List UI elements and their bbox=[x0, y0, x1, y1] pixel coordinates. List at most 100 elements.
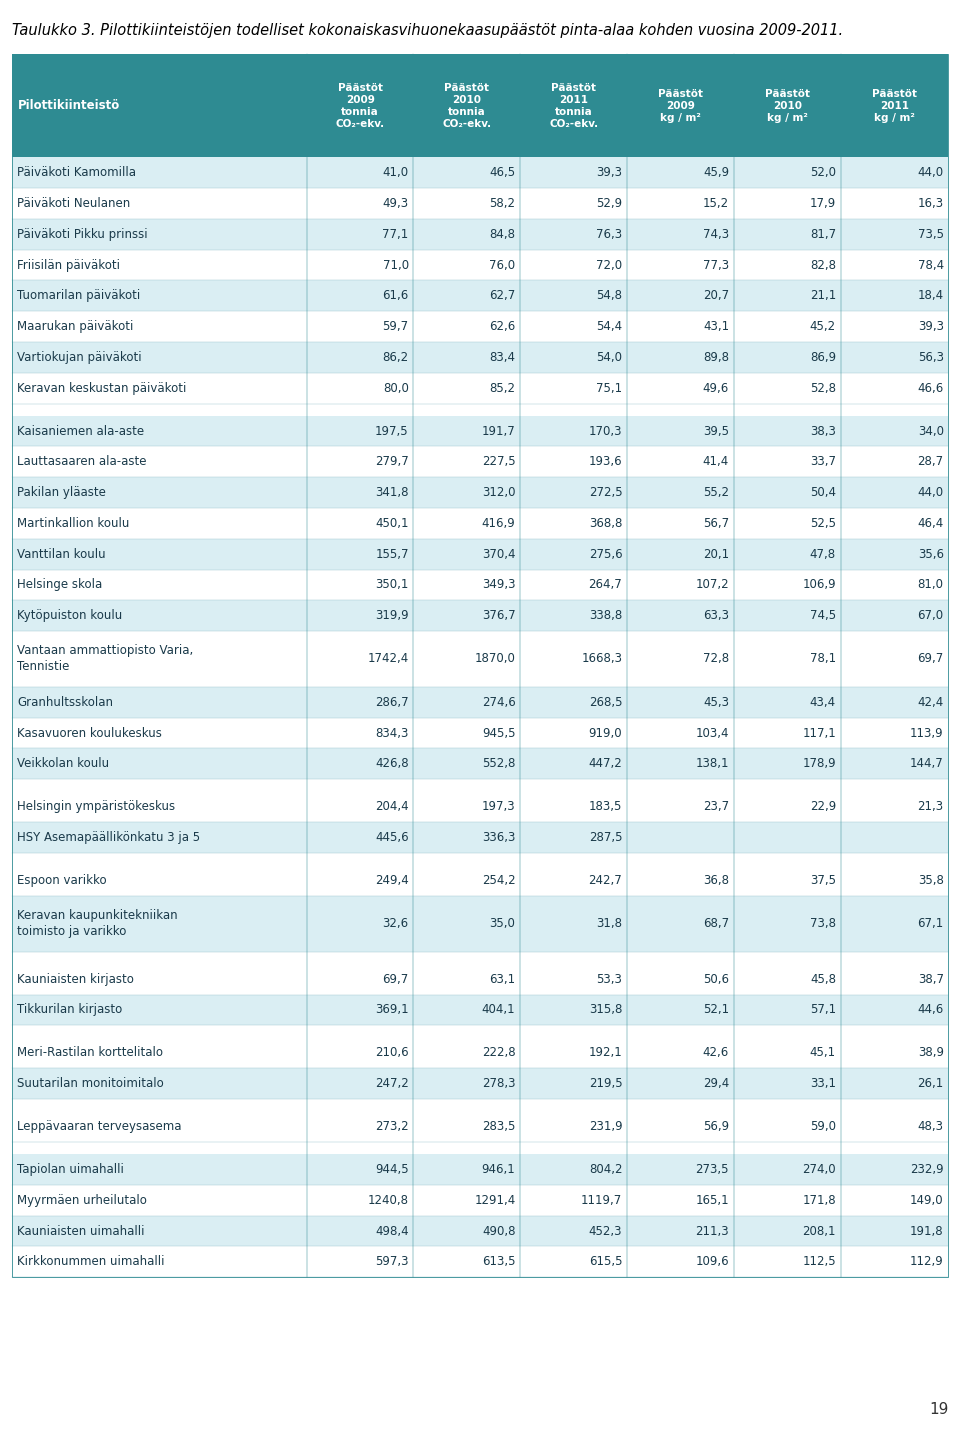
Text: 38,3: 38,3 bbox=[810, 425, 836, 438]
Text: 349,3: 349,3 bbox=[482, 578, 516, 591]
Bar bbox=[12, 1099, 948, 1110]
Text: Helsinge skola: Helsinge skola bbox=[17, 578, 103, 591]
Text: 242,7: 242,7 bbox=[588, 874, 622, 887]
Text: 39,5: 39,5 bbox=[703, 425, 729, 438]
Text: 319,9: 319,9 bbox=[375, 610, 409, 622]
Text: 43,1: 43,1 bbox=[703, 321, 729, 333]
Text: 404,1: 404,1 bbox=[482, 1003, 516, 1016]
Bar bbox=[12, 1110, 948, 1142]
Text: Päästöt
2010
kg / m²: Päästöt 2010 kg / m² bbox=[765, 89, 810, 123]
Text: 82,8: 82,8 bbox=[810, 259, 836, 272]
Text: 56,3: 56,3 bbox=[918, 351, 944, 363]
Text: 447,2: 447,2 bbox=[588, 757, 622, 770]
Bar bbox=[12, 404, 948, 415]
Text: 52,5: 52,5 bbox=[810, 517, 836, 529]
Text: 279,7: 279,7 bbox=[375, 455, 409, 468]
Text: 55,2: 55,2 bbox=[703, 487, 729, 499]
Text: HSY Asemapäällikönkatu 3 ja 5: HSY Asemapäällikönkatu 3 ja 5 bbox=[17, 831, 201, 844]
Text: 44,0: 44,0 bbox=[918, 166, 944, 179]
Text: 944,5: 944,5 bbox=[375, 1163, 409, 1176]
Text: 498,4: 498,4 bbox=[375, 1225, 409, 1238]
Text: 52,0: 52,0 bbox=[810, 166, 836, 179]
Text: 273,2: 273,2 bbox=[375, 1120, 409, 1133]
Text: 58,2: 58,2 bbox=[490, 197, 516, 210]
Text: Lauttasaaren ala-aste: Lauttasaaren ala-aste bbox=[17, 455, 147, 468]
Text: 77,1: 77,1 bbox=[382, 228, 409, 240]
Text: 138,1: 138,1 bbox=[696, 757, 729, 770]
Text: 50,4: 50,4 bbox=[810, 487, 836, 499]
Text: 78,1: 78,1 bbox=[810, 653, 836, 665]
Text: Päästöt
2009
tonnia
CO₂-ekv.: Päästöt 2009 tonnia CO₂-ekv. bbox=[335, 83, 385, 129]
Text: Suutarilan monitoimitalo: Suutarilan monitoimitalo bbox=[17, 1078, 164, 1090]
Text: 35,6: 35,6 bbox=[918, 548, 944, 561]
Bar bbox=[12, 280, 948, 311]
Text: Pakilan yläaste: Pakilan yläaste bbox=[17, 487, 107, 499]
Bar bbox=[12, 1215, 948, 1246]
Text: 315,8: 315,8 bbox=[588, 1003, 622, 1016]
Text: 15,2: 15,2 bbox=[703, 197, 729, 210]
Text: 17,9: 17,9 bbox=[809, 197, 836, 210]
Text: 42,4: 42,4 bbox=[918, 695, 944, 708]
Text: 81,7: 81,7 bbox=[810, 228, 836, 240]
Text: 86,9: 86,9 bbox=[810, 351, 836, 363]
Text: 283,5: 283,5 bbox=[482, 1120, 516, 1133]
Text: 597,3: 597,3 bbox=[375, 1255, 409, 1268]
Text: 39,3: 39,3 bbox=[918, 321, 944, 333]
Bar bbox=[12, 748, 948, 778]
Text: 63,3: 63,3 bbox=[703, 610, 729, 622]
Text: 219,5: 219,5 bbox=[588, 1078, 622, 1090]
Text: 191,8: 191,8 bbox=[910, 1225, 944, 1238]
Text: 85,2: 85,2 bbox=[490, 382, 516, 395]
Text: 45,2: 45,2 bbox=[810, 321, 836, 333]
Text: 56,9: 56,9 bbox=[703, 1120, 729, 1133]
Text: 268,5: 268,5 bbox=[588, 695, 622, 708]
Bar bbox=[12, 1025, 948, 1037]
Text: 23,7: 23,7 bbox=[703, 800, 729, 813]
Text: Päiväkoti Pikku prinssi: Päiväkoti Pikku prinssi bbox=[17, 228, 148, 240]
Text: 43,4: 43,4 bbox=[810, 695, 836, 708]
Text: Päästöt
2011
tonnia
CO₂-ekv.: Päästöt 2011 tonnia CO₂-ekv. bbox=[549, 83, 598, 129]
Text: Vantaan ammattiopisto Varia,
Tennistie: Vantaan ammattiopisto Varia, Tennistie bbox=[17, 644, 194, 674]
Text: 368,8: 368,8 bbox=[588, 517, 622, 529]
Text: 45,9: 45,9 bbox=[703, 166, 729, 179]
Text: 33,1: 33,1 bbox=[810, 1078, 836, 1090]
Text: 63,1: 63,1 bbox=[490, 973, 516, 986]
Text: 197,3: 197,3 bbox=[482, 800, 516, 813]
Text: 32,6: 32,6 bbox=[382, 917, 409, 930]
Text: 231,9: 231,9 bbox=[588, 1120, 622, 1133]
Text: 287,5: 287,5 bbox=[588, 831, 622, 844]
Text: 193,6: 193,6 bbox=[588, 455, 622, 468]
Text: 338,8: 338,8 bbox=[589, 610, 622, 622]
Text: 42,6: 42,6 bbox=[703, 1046, 729, 1059]
Bar bbox=[12, 570, 948, 600]
Text: Päästöt
2010
tonnia
CO₂-ekv.: Päästöt 2010 tonnia CO₂-ekv. bbox=[443, 83, 492, 129]
Text: 46,5: 46,5 bbox=[490, 166, 516, 179]
Text: 50,6: 50,6 bbox=[703, 973, 729, 986]
Text: 59,0: 59,0 bbox=[810, 1120, 836, 1133]
Bar bbox=[12, 477, 948, 508]
Text: 41,0: 41,0 bbox=[382, 166, 409, 179]
Text: 37,5: 37,5 bbox=[810, 874, 836, 887]
Bar bbox=[12, 687, 948, 717]
Text: 49,6: 49,6 bbox=[703, 382, 729, 395]
Text: Päästöt
2009
kg / m²: Päästöt 2009 kg / m² bbox=[658, 89, 703, 123]
Text: 312,0: 312,0 bbox=[482, 487, 516, 499]
Text: Kauniaisten uimahalli: Kauniaisten uimahalli bbox=[17, 1225, 145, 1238]
Bar bbox=[12, 54, 948, 1276]
Text: 29,4: 29,4 bbox=[703, 1078, 729, 1090]
Text: 376,7: 376,7 bbox=[482, 610, 516, 622]
Text: 249,4: 249,4 bbox=[375, 874, 409, 887]
Text: Kytöpuiston koulu: Kytöpuiston koulu bbox=[17, 610, 123, 622]
Text: Vanttilan koulu: Vanttilan koulu bbox=[17, 548, 106, 561]
Bar bbox=[12, 157, 948, 189]
Text: 21,1: 21,1 bbox=[809, 289, 836, 302]
Text: 74,5: 74,5 bbox=[810, 610, 836, 622]
Text: 274,0: 274,0 bbox=[803, 1163, 836, 1176]
Text: 67,0: 67,0 bbox=[918, 610, 944, 622]
Text: 44,0: 44,0 bbox=[918, 487, 944, 499]
Text: 490,8: 490,8 bbox=[482, 1225, 516, 1238]
Bar bbox=[12, 631, 948, 687]
Text: 28,7: 28,7 bbox=[918, 455, 944, 468]
Text: 73,8: 73,8 bbox=[810, 917, 836, 930]
Text: 69,7: 69,7 bbox=[382, 973, 409, 986]
